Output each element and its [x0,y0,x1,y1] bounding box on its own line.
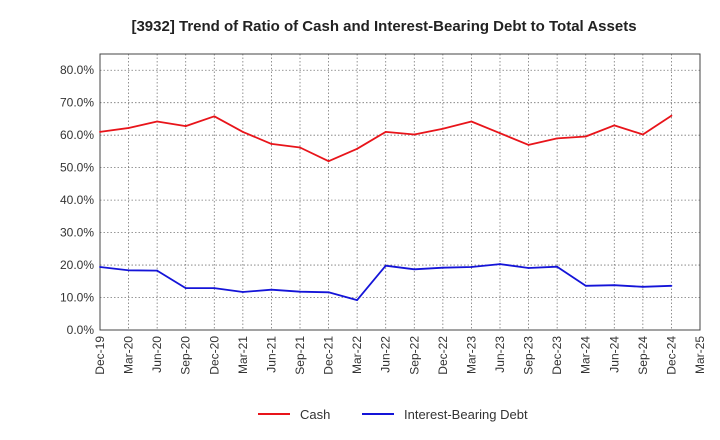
x-tick-label: Jun-21 [264,336,278,373]
x-tick-label: Sep-24 [636,336,650,375]
data-point [327,291,330,294]
data-point [241,131,244,133]
data-point [384,131,387,133]
data-point [384,264,387,267]
data-point [470,120,473,123]
x-tick-label: Sep-22 [407,336,421,375]
legend-label-1: Interest-Bearing Debt [404,407,528,422]
y-tick-label: 80.0% [60,63,94,77]
data-point [213,287,216,290]
y-tick-label: 0.0% [67,323,95,337]
x-tick-label: Jun-23 [493,336,507,373]
data-point [441,127,444,130]
y-tick-label: 40.0% [60,193,94,207]
data-point [327,160,330,163]
x-tick-label: Jun-24 [607,336,621,373]
x-tick-label: Mar-20 [122,336,136,374]
data-point [441,266,444,269]
data-point [156,120,159,123]
data-point [470,266,473,268]
data-point [556,137,559,140]
x-axis: Dec-19 Mar-20 Jun-20 Sep-20 Dec-20 Mar-21 Jun-… [93,336,707,375]
y-tick-label: 20.0% [60,258,94,272]
data-point [213,115,216,118]
data-point [99,131,101,133]
x-tick-label: Sep-20 [179,336,193,375]
data-point [356,299,359,302]
plot-area [99,53,701,331]
data-point [356,147,359,150]
data-point [99,266,101,268]
data-point [527,267,530,269]
data-point [127,269,130,272]
data-point [270,288,273,291]
data-point [641,285,644,288]
x-tick-label: Mar-25 [693,336,707,374]
data-point [584,135,587,138]
data-point [499,263,501,265]
x-tick-label: Sep-23 [522,336,536,375]
legend-label-0: Cash [300,407,330,422]
x-tick-label: Dec-23 [550,336,564,375]
x-tick-label: Dec-21 [322,336,336,375]
y-tick-label: 60.0% [60,128,94,142]
x-tick-label: Dec-22 [436,336,450,375]
data-point [127,127,130,129]
data-point [670,114,673,117]
data-point [527,144,530,146]
data-point [184,287,187,290]
data-point [413,133,416,136]
data-point [241,291,244,293]
data-point [299,146,301,149]
data-point [613,124,616,127]
chart-title: [3932] Trend of Ratio of Cash and Intere… [131,18,636,35]
y-tick-label: 30.0% [60,226,94,240]
series-layer [99,114,673,302]
data-point [184,125,187,127]
x-tick-label: Dec-24 [664,336,678,375]
data-point [584,284,587,287]
x-tick-label: Mar-23 [464,336,478,374]
x-tick-label: Sep-21 [293,336,307,375]
data-point [499,132,501,135]
data-point [613,284,616,287]
x-tick-label: Jun-20 [150,336,164,373]
y-tick-label: 70.0% [60,96,94,110]
data-point [156,269,159,272]
data-point [299,290,301,293]
x-tick-label: Mar-21 [236,336,250,374]
data-point [413,268,416,271]
grid [99,54,701,331]
data-point [641,133,644,136]
x-tick-label: Mar-24 [579,336,593,374]
x-tick-label: Jun-22 [379,336,393,373]
data-point [670,284,673,287]
x-tick-label: Dec-20 [207,336,221,375]
y-tick-label: 10.0% [60,291,94,305]
y-tick-label: 50.0% [60,161,94,175]
data-point [270,143,273,145]
x-tick-label: Mar-22 [350,336,364,374]
data-point [556,265,559,268]
legend: Cash Interest-Bearing Debt [258,407,528,422]
y-axis: 0.0% 10.0% 20.0% 30.0% 40.0% 50.0% 60.0% 70.0% 8… [60,63,94,337]
x-tick-label: Dec-19 [93,336,107,375]
